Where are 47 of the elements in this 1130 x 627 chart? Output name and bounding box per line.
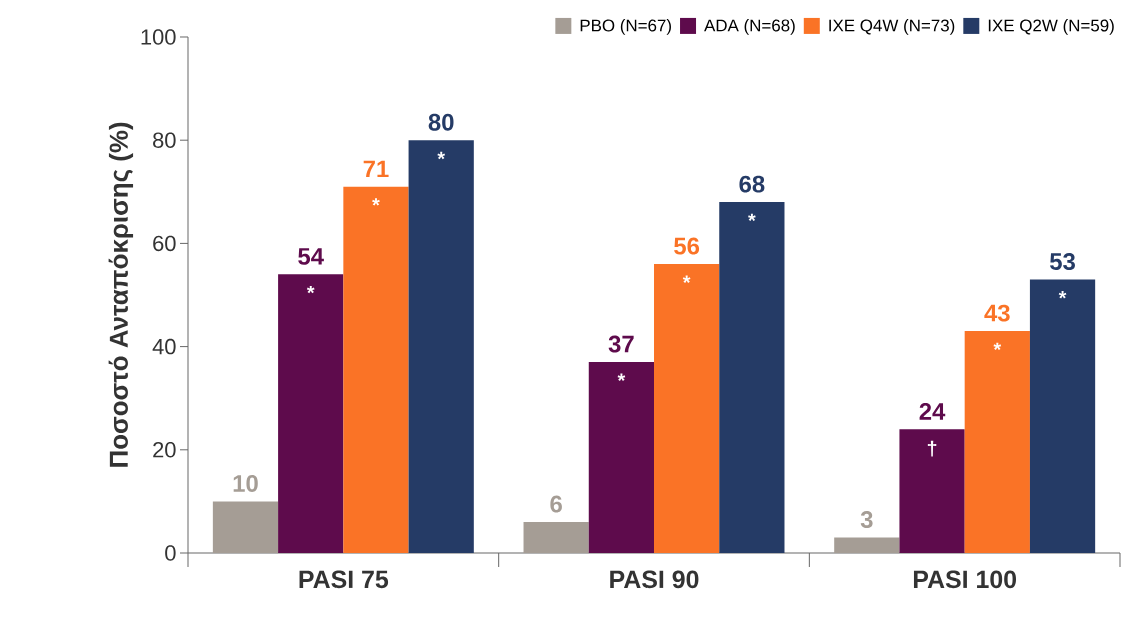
y-tick-label: 0 (165, 545, 176, 561)
y-tick-label: 20 (153, 442, 176, 458)
bar (278, 274, 344, 553)
bar (899, 429, 965, 553)
data-label: 54 (298, 248, 324, 265)
data-label: 37 (608, 335, 634, 353)
x-tick-label: PASI 100 (913, 570, 1017, 589)
legend-label: IXE Q4W (N=73) (829, 19, 955, 35)
annotation: † (927, 440, 937, 457)
x-tick-label: PASI 90 (610, 570, 699, 589)
data-label: 80 (428, 113, 454, 131)
data-label: 43 (984, 304, 1010, 322)
legend-label: PBO (N=67) (580, 19, 671, 35)
annotation: * (437, 151, 446, 160)
data-label: 53 (1049, 253, 1075, 270)
y-tick-label: 60 (153, 235, 176, 252)
annotation: * (682, 275, 691, 283)
legend-label: IXE Q2W (N=59) (988, 19, 1114, 35)
x-tick-label: PASI 75 (299, 570, 389, 589)
annotation: * (1058, 291, 1067, 299)
bar (834, 537, 900, 553)
bar (964, 331, 1030, 553)
y-axis-title: Ποσοστό Ανταπόκρισης (%) (108, 122, 134, 467)
bar (1029, 279, 1096, 553)
data-label: 56 (674, 237, 700, 255)
data-label: 6 (550, 495, 562, 513)
bar (212, 501, 279, 553)
bar (408, 140, 474, 553)
legend-label: ADA (N=68) (704, 19, 795, 35)
bar (588, 362, 655, 553)
y-tick-label: 80 (153, 132, 176, 148)
annotation: * (617, 373, 626, 382)
data-label: 71 (363, 160, 389, 178)
data-label: 3 (860, 511, 873, 528)
bar (654, 264, 720, 553)
annotation: * (306, 285, 315, 294)
annotation: * (748, 213, 756, 222)
y-tick-label: 40 (152, 338, 176, 355)
data-label: 68 (739, 175, 765, 193)
bar (343, 186, 409, 553)
y-tick-label: 100 (141, 29, 176, 45)
annotation: * (372, 198, 380, 206)
annotation: * (993, 342, 1002, 351)
bar (523, 522, 589, 553)
data-label: 10 (233, 474, 258, 492)
bar (719, 202, 785, 553)
data-label: 24 (919, 402, 946, 420)
